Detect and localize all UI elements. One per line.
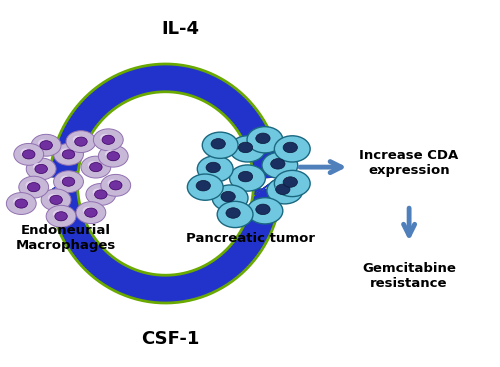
Circle shape bbox=[211, 139, 226, 149]
Circle shape bbox=[270, 159, 282, 167]
Circle shape bbox=[226, 208, 240, 218]
Text: Gemcitabine
resistance: Gemcitabine resistance bbox=[362, 262, 456, 290]
Circle shape bbox=[28, 182, 40, 192]
Circle shape bbox=[76, 202, 106, 224]
Circle shape bbox=[19, 176, 48, 198]
Circle shape bbox=[247, 198, 283, 224]
Circle shape bbox=[217, 201, 253, 228]
Circle shape bbox=[110, 181, 122, 190]
Circle shape bbox=[256, 133, 270, 143]
Circle shape bbox=[283, 142, 294, 150]
Polygon shape bbox=[252, 175, 282, 197]
Circle shape bbox=[270, 159, 285, 169]
Circle shape bbox=[105, 150, 116, 158]
Circle shape bbox=[90, 163, 102, 172]
Circle shape bbox=[276, 184, 290, 195]
Circle shape bbox=[74, 137, 87, 146]
Circle shape bbox=[276, 184, 287, 192]
Circle shape bbox=[274, 170, 310, 197]
Circle shape bbox=[38, 139, 48, 147]
Circle shape bbox=[31, 134, 61, 156]
Circle shape bbox=[62, 177, 75, 186]
Circle shape bbox=[66, 131, 96, 153]
Circle shape bbox=[238, 171, 250, 179]
Circle shape bbox=[196, 181, 210, 191]
Circle shape bbox=[86, 184, 116, 206]
Circle shape bbox=[212, 185, 248, 211]
Text: Increase CDA
expression: Increase CDA expression bbox=[360, 149, 458, 178]
Circle shape bbox=[262, 152, 298, 178]
Circle shape bbox=[46, 206, 76, 227]
Circle shape bbox=[14, 143, 44, 165]
Circle shape bbox=[6, 193, 36, 214]
Circle shape bbox=[35, 164, 48, 174]
Text: CSF-1: CSF-1 bbox=[142, 330, 200, 348]
Circle shape bbox=[54, 171, 84, 193]
Circle shape bbox=[100, 134, 110, 141]
Circle shape bbox=[267, 178, 302, 204]
Circle shape bbox=[108, 179, 118, 187]
Circle shape bbox=[40, 141, 52, 150]
Circle shape bbox=[221, 191, 236, 202]
Circle shape bbox=[102, 135, 115, 144]
Circle shape bbox=[238, 142, 250, 150]
Circle shape bbox=[221, 191, 232, 200]
Circle shape bbox=[226, 208, 237, 216]
Circle shape bbox=[247, 127, 283, 153]
Circle shape bbox=[256, 204, 267, 212]
Polygon shape bbox=[255, 177, 279, 195]
Circle shape bbox=[92, 188, 103, 196]
Circle shape bbox=[53, 210, 64, 218]
Circle shape bbox=[202, 132, 238, 159]
Circle shape bbox=[198, 156, 233, 182]
Circle shape bbox=[206, 162, 220, 173]
Circle shape bbox=[94, 190, 107, 199]
Circle shape bbox=[15, 199, 28, 208]
Circle shape bbox=[13, 197, 24, 205]
Circle shape bbox=[230, 165, 266, 191]
Circle shape bbox=[72, 135, 83, 143]
Circle shape bbox=[196, 180, 207, 189]
Circle shape bbox=[256, 133, 267, 141]
Text: Endoneurial
Macrophages: Endoneurial Macrophages bbox=[16, 224, 116, 252]
Circle shape bbox=[230, 136, 266, 162]
Circle shape bbox=[101, 174, 130, 196]
Polygon shape bbox=[49, 170, 79, 192]
Circle shape bbox=[33, 163, 43, 171]
Circle shape bbox=[55, 212, 68, 221]
Circle shape bbox=[283, 177, 298, 187]
Circle shape bbox=[84, 208, 97, 217]
Circle shape bbox=[94, 129, 123, 151]
Circle shape bbox=[60, 176, 71, 184]
Circle shape bbox=[274, 136, 310, 162]
Circle shape bbox=[82, 207, 93, 214]
Circle shape bbox=[283, 177, 294, 185]
Circle shape bbox=[88, 161, 98, 169]
Circle shape bbox=[238, 171, 252, 182]
Circle shape bbox=[60, 148, 71, 156]
Polygon shape bbox=[52, 172, 76, 190]
Circle shape bbox=[62, 150, 75, 159]
Circle shape bbox=[81, 156, 111, 178]
Circle shape bbox=[20, 148, 31, 156]
Circle shape bbox=[98, 145, 128, 167]
Circle shape bbox=[256, 204, 270, 215]
Circle shape bbox=[54, 143, 84, 165]
Circle shape bbox=[283, 142, 298, 153]
Circle shape bbox=[26, 181, 36, 189]
Circle shape bbox=[206, 162, 218, 171]
Circle shape bbox=[22, 150, 35, 159]
Circle shape bbox=[41, 189, 71, 211]
Text: IL-4: IL-4 bbox=[162, 20, 200, 38]
Circle shape bbox=[50, 195, 62, 204]
Circle shape bbox=[107, 152, 120, 161]
Circle shape bbox=[211, 138, 222, 147]
Circle shape bbox=[48, 194, 58, 201]
Circle shape bbox=[188, 174, 223, 200]
Circle shape bbox=[26, 158, 56, 180]
Circle shape bbox=[238, 142, 252, 153]
Text: Pancreatic tumor: Pancreatic tumor bbox=[186, 232, 314, 245]
